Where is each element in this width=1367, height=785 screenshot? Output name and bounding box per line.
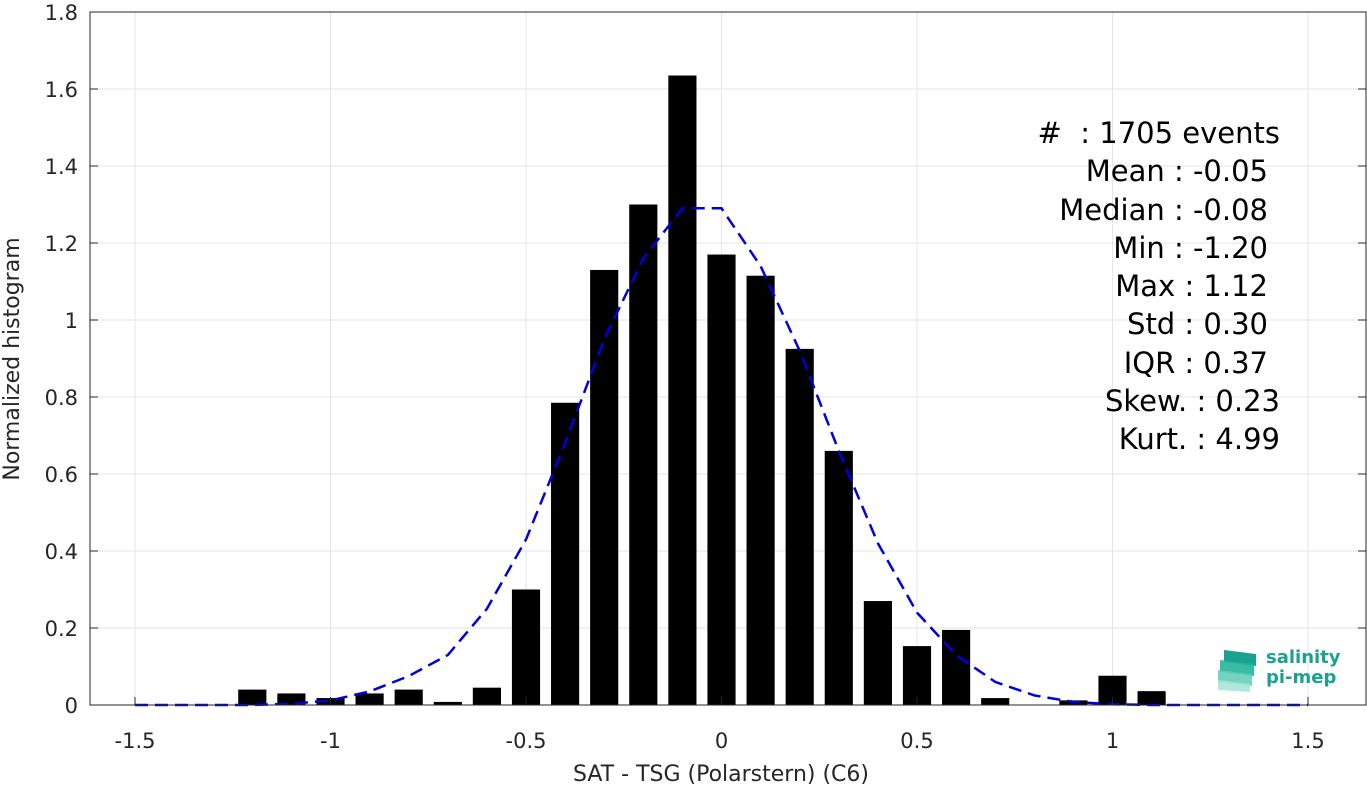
y-tick-label: 0.4 (45, 540, 78, 564)
x-axis-ticks: -1.5 -1 -0.5 0 0.5 1 1.5 (115, 697, 1325, 753)
histogram-bar (942, 629, 971, 705)
stat-count: # : 1705 events (1037, 116, 1280, 150)
stat-min: Min : -1.20 (1113, 230, 1268, 265)
y-tick-label: 1.6 (45, 78, 78, 102)
histogram-bar (707, 254, 736, 706)
histogram-bar (551, 402, 580, 705)
histogram-bar (1137, 691, 1166, 705)
stat-std: Std : 0.30 (1127, 307, 1268, 342)
histogram-bar (785, 348, 814, 705)
x-tick-label: 1 (1106, 729, 1119, 753)
histogram-bar (511, 589, 541, 705)
histogram-bar (863, 601, 892, 705)
y-axis-label: Normalized histogram (0, 237, 25, 480)
y-tick-label: 0.6 (45, 463, 78, 487)
histogram-bar (472, 687, 501, 705)
histogram-bar (902, 646, 932, 705)
y-tick-label: 1.8 (45, 1, 78, 25)
logo-mark-icon (1218, 650, 1256, 692)
histogram-bar (668, 75, 697, 705)
histogram-bar (981, 698, 1010, 705)
x-axis-label: SAT - TSG (Polarstern) (C6) (573, 762, 869, 785)
y-tick-label: 0.8 (45, 386, 78, 410)
salinity-pimep-logo: salinity pi-mep (1216, 646, 1346, 696)
x-tick-label: 1.5 (1291, 729, 1324, 753)
y-axis-ticks: 0 0.2 0.4 0.6 0.8 1 1.2 1.4 1.6 1.8 (45, 1, 1366, 718)
plot-frame (89, 11, 1367, 706)
stat-median: Median : -0.08 (1059, 192, 1268, 227)
x-tick-label: 0 (715, 729, 728, 753)
histogram-bar (277, 693, 306, 705)
logo-text: salinity pi-mep (1266, 648, 1341, 688)
histogram-bar (394, 689, 423, 705)
histogram-bar (629, 204, 658, 705)
stat-iqr: IQR : 0.37 (1123, 345, 1268, 380)
x-tick-label: -1 (320, 729, 341, 753)
logo-line1: salinity (1266, 647, 1341, 668)
statistics-box: # : 1705 events Mean : -0.05 Median : -0… (960, 114, 1280, 459)
stat-kurt: Kurt. : 4.99 (1118, 422, 1280, 457)
x-tick-label: -0.5 (506, 729, 547, 753)
y-tick-label: 1.4 (45, 155, 78, 179)
stat-skew: Skew. : 0.23 (1104, 384, 1280, 419)
histogram-bar (746, 275, 775, 705)
y-tick-label: 0.2 (45, 617, 78, 641)
histogram-bar (824, 450, 853, 705)
logo-line2: pi-mep (1266, 667, 1337, 688)
stat-mean: Mean : -0.05 (1085, 154, 1268, 189)
y-tick-label: 1.2 (45, 232, 78, 256)
stat-max: Max : 1.12 (1115, 269, 1268, 304)
y-tick-label: 0 (65, 694, 78, 718)
x-tick-label: 0.5 (900, 729, 933, 753)
histogram-bar (238, 689, 267, 705)
histogram-bar (355, 693, 384, 705)
y-tick-label: 1 (65, 309, 78, 333)
histogram-bar (433, 701, 462, 705)
x-tick-label: -1.5 (115, 729, 156, 753)
histogram-bar (590, 269, 619, 705)
bar-series (238, 75, 1166, 706)
